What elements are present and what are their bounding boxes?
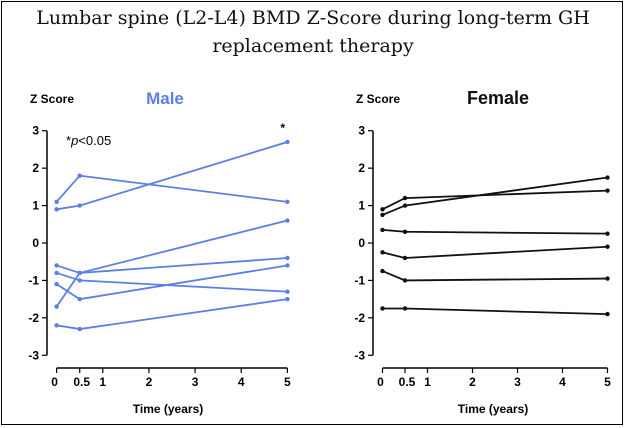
- male-series-line: [56, 219, 288, 274]
- female-y-axis-label: Z Score: [356, 92, 400, 106]
- female-data-point: [380, 306, 385, 311]
- female-data-point: [380, 212, 385, 218]
- male-x-tick-label: 3: [192, 375, 199, 389]
- female-y-tick-label: 3: [358, 124, 365, 138]
- female-data-point: [402, 278, 408, 283]
- male-x-tick-label: 1: [99, 375, 106, 389]
- male-series-line: [56, 272, 288, 293]
- male-series-line: [56, 298, 288, 330]
- female-x-tick-label: 3: [514, 375, 521, 389]
- female-data-point: [402, 255, 408, 261]
- female-data-point: [402, 306, 408, 311]
- male-y-tick-label: 1: [32, 199, 39, 213]
- female-x-tick-label: 0.5: [399, 375, 416, 389]
- female-y-tick-label: 2: [358, 161, 365, 175]
- female-data-point: [605, 188, 610, 193]
- female-x-tick-label: 2: [469, 375, 476, 389]
- female-x-tick-label: 0: [377, 375, 384, 389]
- female-series-line: [382, 245, 608, 259]
- female-y-tick-label: 1: [358, 199, 365, 213]
- male-y-tick-label: 0: [32, 236, 39, 250]
- female-data-point: [605, 231, 610, 236]
- male-data-point: [54, 207, 59, 212]
- male-data-point: [77, 278, 82, 283]
- female-data-point: [380, 250, 385, 255]
- male-data-point: [285, 139, 290, 145]
- male-y-tick-label: 3: [32, 124, 39, 138]
- male-series-line: [55, 174, 288, 203]
- male-y-tick-label: -3: [28, 348, 39, 362]
- male-data-point: [285, 255, 290, 261]
- female-data-point: [605, 311, 610, 317]
- male-data-point: [54, 270, 59, 276]
- male-x-tick-label: 2: [146, 375, 153, 389]
- female-data-point: [380, 268, 385, 274]
- figure-title-line-2: replacement therapy: [212, 35, 414, 57]
- male-x-axis-label: Time (years): [133, 402, 203, 416]
- male-series-line: [56, 141, 288, 211]
- male-data-point: [54, 281, 59, 287]
- male-x-tick-label: 0.5: [73, 375, 90, 389]
- female-series-line: [382, 229, 608, 235]
- female-data-point: [402, 195, 408, 201]
- female-y-tick-label: 0: [358, 236, 365, 250]
- male-y-tick-label: -1: [28, 273, 39, 287]
- male-series-line: [55, 257, 288, 308]
- male-significance-star: *: [280, 121, 285, 135]
- male-data-point: [54, 263, 59, 268]
- male-data-point: [54, 323, 59, 328]
- figure-title-line-1: Lumbar spine (L2-L4) BMD Z-Score during …: [36, 7, 590, 29]
- female-y-tick-label: -2: [354, 311, 365, 325]
- male-y-axis-label: Z Score: [30, 92, 74, 106]
- female-y-tick-label: -3: [354, 348, 365, 362]
- male-data-point: [285, 289, 290, 294]
- female-x-axis-label: Time (years): [458, 402, 528, 416]
- female-data-point: [605, 244, 610, 249]
- male-data-point: [285, 263, 290, 268]
- male-x-tick-label: 4: [238, 375, 245, 389]
- male-data-point: [77, 296, 82, 302]
- male-data-point: [285, 218, 290, 223]
- male-x-tick-label: 0: [51, 375, 58, 389]
- female-y-tick-label: -1: [354, 273, 365, 287]
- female-chart: Female Z Score 3 2 1 0 -1 -2 -3 0 0.5 1 2 3 4 5 Time (ye…: [354, 88, 611, 416]
- male-chart: Male Z Score 3 2 1 0 -1 -2 -3 0 0.5 1 2 3 4 5 Time (year…: [28, 89, 291, 416]
- female-data-point: [605, 276, 610, 281]
- female-data-point: [402, 203, 408, 208]
- female-data-point: [402, 229, 408, 234]
- female-series-line: [382, 307, 608, 315]
- female-x-tick-label: 5: [604, 375, 611, 389]
- female-data-point: [380, 207, 385, 212]
- male-y-tick-label: -2: [28, 311, 39, 325]
- male-data-point: [77, 270, 82, 276]
- female-x-tick-label: 4: [559, 375, 566, 389]
- female-data-point: [380, 227, 385, 233]
- male-x-tick-label: 5: [284, 375, 291, 389]
- male-data-point: [54, 304, 59, 309]
- female-data-point: [605, 175, 610, 180]
- female-series-line: [382, 176, 608, 216]
- male-data-point: [77, 173, 82, 178]
- figure-title: Lumbar spine (L2-L4) BMD Z-Score during …: [0, 4, 626, 60]
- male-title: Male: [146, 89, 184, 108]
- male-data-point: [77, 203, 82, 208]
- male-data-point: [285, 199, 290, 205]
- female-x-tick-label: 1: [424, 375, 431, 389]
- male-data-point: [77, 326, 82, 332]
- male-significance-note: *p<0.05: [66, 133, 111, 148]
- female-title: Female: [467, 88, 529, 108]
- male-y-tick-label: 2: [32, 161, 39, 175]
- male-data-point: [285, 296, 290, 302]
- male-data-point: [54, 199, 59, 205]
- female-series-line: [382, 270, 608, 282]
